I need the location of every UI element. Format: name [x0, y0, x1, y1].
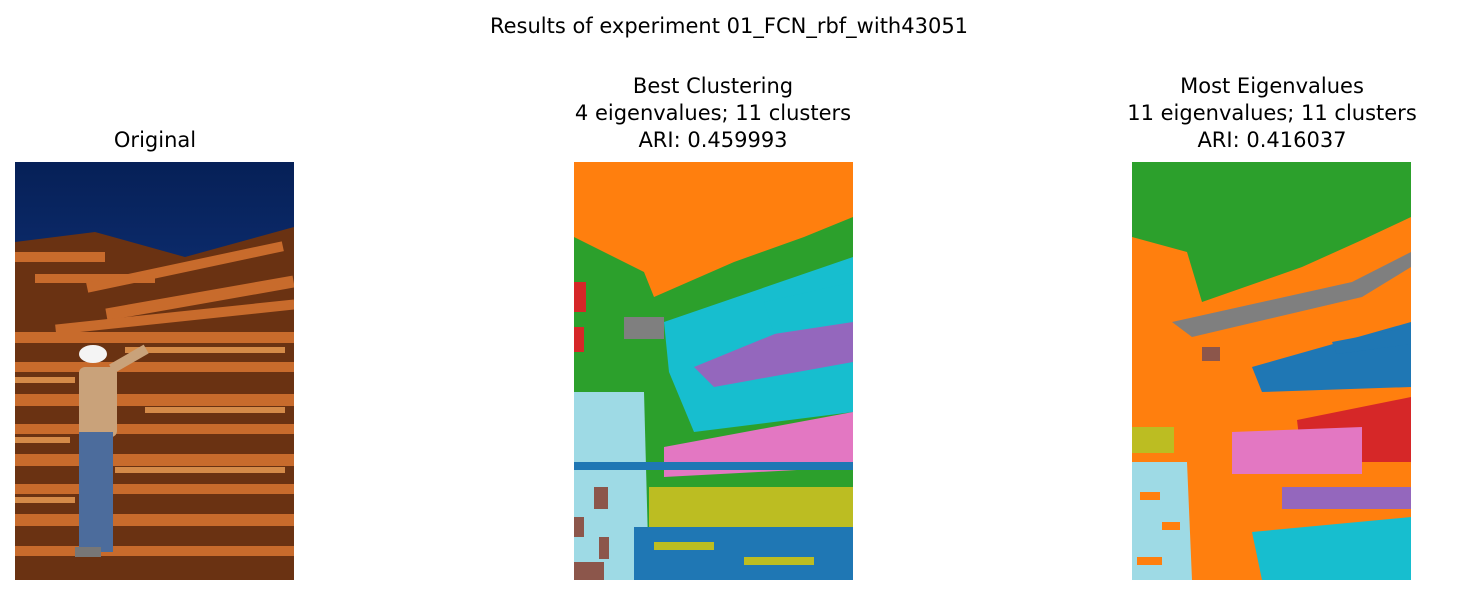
most-panel-title: Most Eigenvalues 11 eigenvalues; 11 clus…	[1062, 73, 1458, 154]
original-title-line-1: Original	[113, 128, 197, 152]
best-title-line-1: Best Clustering	[632, 74, 794, 98]
original-panel-title: Original	[0, 127, 365, 154]
most-eigenvalues-panel	[1132, 162, 1411, 580]
best-clustering-panel	[574, 162, 853, 580]
best-title-line-3: ARI: 0.459993	[638, 128, 788, 152]
most-title-line-1: Most Eigenvalues	[1180, 74, 1364, 98]
best-clustering-map	[574, 162, 853, 580]
original-image-panel	[15, 162, 294, 580]
original-photo	[15, 162, 294, 580]
most-eigenvalues-map	[1132, 162, 1411, 580]
figure-suptitle: Results of experiment 01_FCN_rbf_with430…	[489, 14, 969, 38]
most-title-line-2: 11 eigenvalues; 11 clusters	[1127, 101, 1417, 125]
most-title-line-3: ARI: 0.416037	[1197, 128, 1347, 152]
best-panel-title: Best Clustering 4 eigenvalues; 11 cluste…	[503, 73, 923, 154]
best-title-line-2: 4 eigenvalues; 11 clusters	[574, 101, 852, 125]
